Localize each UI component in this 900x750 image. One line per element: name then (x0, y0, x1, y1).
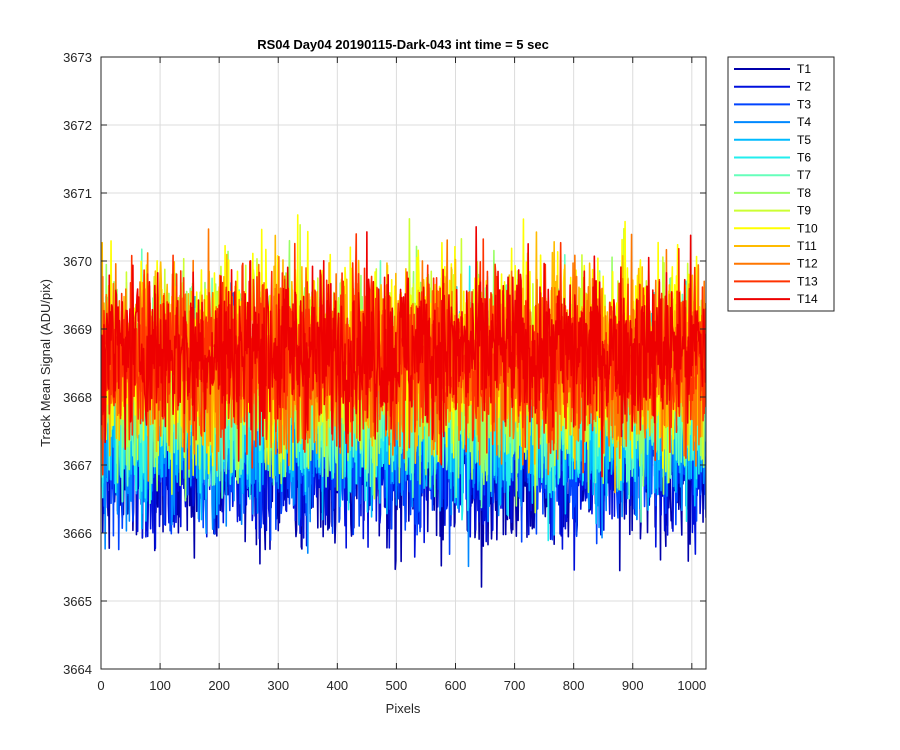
x-tick-label: 600 (445, 678, 467, 693)
legend-label-t2: T2 (797, 80, 811, 94)
x-tick-label: 200 (208, 678, 230, 693)
x-tick-label: 700 (504, 678, 526, 693)
legend-box (727, 56, 835, 312)
x-tick-label: 500 (386, 678, 408, 693)
legend-label-t10: T10 (797, 221, 818, 235)
x-tick-label: 1000 (677, 678, 706, 693)
legend-label-t3: T3 (797, 97, 811, 111)
y-tick-label: 3664 (63, 662, 92, 677)
plot-frame (100, 56, 707, 670)
series-line-t14 (101, 226, 706, 478)
x-tick-label: 800 (563, 678, 585, 693)
legend-label-t14: T14 (797, 292, 818, 306)
legend-label-t13: T13 (797, 274, 818, 288)
x-tick-label: 300 (267, 678, 289, 693)
y-tick-label: 3671 (63, 186, 92, 201)
y-tick-label: 3673 (63, 50, 92, 65)
legend-label-t9: T9 (797, 204, 811, 218)
y-tick-label: 3670 (63, 254, 92, 269)
x-tick-label: 900 (622, 678, 644, 693)
legend-label-t11: T11 (797, 239, 817, 253)
legend-label-t7: T7 (797, 168, 811, 182)
x-tick-label: 400 (326, 678, 348, 693)
y-axis-label: Track Mean Signal (ADU/pix) (38, 279, 53, 447)
y-axis: 3664 3665 3666 3667 3668 3669 3670 3671 3672 3673 (63, 50, 706, 677)
legend-label-t6: T6 (797, 151, 811, 165)
legend-label-t5: T5 (797, 133, 811, 147)
x-tick-label: 0 (97, 678, 104, 693)
y-tick-label: 3665 (63, 594, 92, 609)
y-tick-label: 3666 (63, 526, 92, 541)
y-tick-label: 3669 (63, 322, 92, 337)
legend-label-t12: T12 (797, 257, 818, 271)
series-lines (101, 214, 706, 588)
legend: T1 T2 T3 T4 T5 T6 T7 T8 T9 T10 T11 T12 T13 T14 (727, 56, 835, 312)
y-tick-label: 3667 (63, 458, 92, 473)
chart-title: RS04 Day04 20190115-Dark-043 int time = … (257, 37, 549, 52)
y-tick-label: 3672 (63, 118, 92, 133)
legend-label-t1: T1 (797, 62, 811, 76)
legend-label-t4: T4 (797, 115, 811, 129)
y-tick-label: 3668 (63, 390, 92, 405)
x-tick-label: 100 (149, 678, 171, 693)
x-axis: 0 100 200 300 400 500 600 700 800 900 1000 (97, 57, 706, 693)
legend-label-t8: T8 (797, 186, 811, 200)
x-axis-label: Pixels (386, 701, 421, 716)
